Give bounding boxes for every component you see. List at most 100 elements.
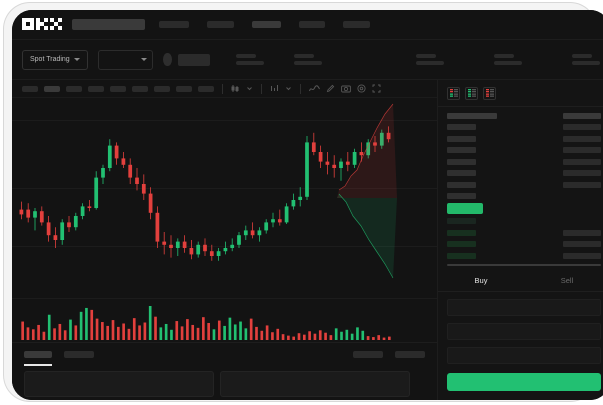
timeframe-6[interactable] bbox=[154, 85, 170, 92]
timeframe-0[interactable] bbox=[22, 85, 38, 92]
ask-price bbox=[447, 124, 476, 130]
pencil-icon[interactable] bbox=[326, 84, 335, 93]
orderbook-scrollbar[interactable] bbox=[447, 264, 601, 266]
orderbook-bid-row[interactable] bbox=[447, 240, 601, 249]
timeframe-2[interactable] bbox=[66, 85, 82, 92]
orderbook-mixed-icon[interactable] bbox=[447, 87, 460, 100]
device-screen: Spot Trading bbox=[12, 10, 603, 400]
orderbook-bids-icon[interactable] bbox=[465, 87, 478, 100]
orderbook-bid-row[interactable] bbox=[447, 217, 601, 226]
orderbook-ask-row[interactable] bbox=[447, 169, 601, 178]
settings-icon[interactable] bbox=[357, 84, 366, 93]
orders-tab-0[interactable] bbox=[24, 350, 52, 358]
trade-field-0[interactable] bbox=[447, 299, 601, 316]
bid-amount bbox=[563, 218, 601, 224]
orderbook-ask-row[interactable] bbox=[447, 123, 601, 132]
orderbook-ask-row[interactable] bbox=[447, 134, 601, 143]
nav-item-1[interactable] bbox=[207, 21, 234, 28]
okx-logo[interactable] bbox=[22, 18, 62, 31]
orders-field-0[interactable] bbox=[24, 371, 214, 397]
candlestick-series bbox=[19, 126, 391, 261]
candlestick-icon[interactable] bbox=[231, 84, 240, 93]
timeframe-5[interactable] bbox=[132, 85, 148, 92]
orders-action-1[interactable] bbox=[395, 350, 425, 358]
timeframe-3[interactable] bbox=[88, 85, 104, 92]
bid-price bbox=[447, 229, 476, 236]
price-chart[interactable] bbox=[12, 98, 437, 342]
last-price-value bbox=[447, 203, 483, 214]
bid-amount bbox=[563, 241, 601, 247]
trade-field-2[interactable] bbox=[447, 347, 601, 364]
ask-price bbox=[447, 135, 476, 142]
tab-sell[interactable]: Sell bbox=[560, 276, 574, 285]
orderbook-header-row bbox=[447, 111, 601, 120]
market-type-label: Spot Trading bbox=[30, 56, 70, 63]
okx-trading-app: Spot Trading bbox=[12, 10, 603, 400]
nav-item-3[interactable] bbox=[299, 21, 325, 28]
camera-icon[interactable] bbox=[341, 84, 351, 93]
nav-item-4[interactable] bbox=[343, 21, 370, 28]
chevron-down-icon bbox=[141, 58, 148, 61]
pair-avatar-icon bbox=[163, 53, 172, 66]
nav-item-0[interactable] bbox=[159, 21, 189, 28]
timeframe-1[interactable] bbox=[44, 85, 60, 92]
market-stat-4 bbox=[572, 54, 600, 65]
fullscreen-icon[interactable] bbox=[372, 84, 381, 93]
stat-label bbox=[572, 54, 592, 58]
timeframe-8[interactable] bbox=[198, 85, 214, 92]
orderbook-ask-row[interactable] bbox=[447, 157, 601, 166]
orders-field-1[interactable] bbox=[220, 371, 410, 397]
trade-form-tabs: Buy Sell bbox=[438, 270, 603, 292]
timeframe-7[interactable] bbox=[176, 85, 192, 92]
toolbar-divider bbox=[261, 83, 262, 94]
toolbar-divider bbox=[222, 83, 223, 94]
orderbook-ask-row[interactable] bbox=[447, 146, 601, 155]
ask-price bbox=[447, 181, 476, 188]
market-stat-0 bbox=[236, 54, 264, 65]
market-stat-2 bbox=[416, 54, 444, 65]
trade-field-1[interactable] bbox=[447, 323, 601, 340]
orderbook-ask-row[interactable] bbox=[447, 192, 601, 201]
chevron-down-icon[interactable] bbox=[285, 85, 292, 92]
orderbook-last-price-row[interactable] bbox=[447, 203, 601, 214]
chart-gridline bbox=[12, 120, 437, 121]
orders-tab-1[interactable] bbox=[64, 350, 94, 358]
orderbook-bid-row[interactable] bbox=[447, 228, 601, 237]
ask-amount bbox=[563, 124, 601, 130]
volume-series bbox=[21, 306, 391, 340]
orderbook-ask-row[interactable] bbox=[447, 180, 601, 189]
chart-gridline bbox=[12, 246, 437, 247]
indicators-icon[interactable] bbox=[270, 84, 279, 93]
bid-price bbox=[447, 241, 476, 247]
line-wave-icon[interactable] bbox=[309, 84, 320, 93]
trading-pair-selector[interactable] bbox=[97, 49, 154, 70]
stat-label bbox=[294, 54, 314, 58]
tab-buy[interactable]: Buy bbox=[474, 276, 488, 285]
orderbook-trade-panel: Buy Sell bbox=[437, 80, 603, 400]
bid-amount bbox=[563, 229, 601, 236]
stat-label bbox=[236, 54, 256, 58]
orderbook-table[interactable] bbox=[438, 107, 603, 260]
timeframe-4[interactable] bbox=[110, 85, 126, 92]
submit-buy-button[interactable] bbox=[447, 373, 601, 391]
stat-label bbox=[494, 54, 514, 58]
ask-price bbox=[447, 158, 476, 165]
bid-price bbox=[447, 252, 476, 259]
stat-value bbox=[572, 61, 600, 65]
ask-amount bbox=[563, 135, 601, 142]
orderbook-asks-icon[interactable] bbox=[483, 87, 496, 100]
orders-fields bbox=[12, 371, 437, 397]
global-search-input[interactable] bbox=[72, 19, 145, 30]
ask-price bbox=[447, 193, 476, 199]
chevron-down-icon[interactable] bbox=[246, 85, 253, 92]
orders-action-0[interactable] bbox=[353, 350, 383, 358]
market-stat-3 bbox=[494, 54, 522, 65]
nav-item-2[interactable] bbox=[252, 21, 281, 28]
ask-amount bbox=[563, 158, 601, 165]
orderbook-bid-row[interactable] bbox=[447, 251, 601, 260]
orders-panel bbox=[12, 342, 437, 400]
top-navigation-bar bbox=[12, 10, 603, 40]
orderbook-header-amount bbox=[563, 112, 601, 119]
chart-toolbar bbox=[12, 80, 437, 98]
market-type-selector[interactable]: Spot Trading bbox=[22, 49, 88, 70]
